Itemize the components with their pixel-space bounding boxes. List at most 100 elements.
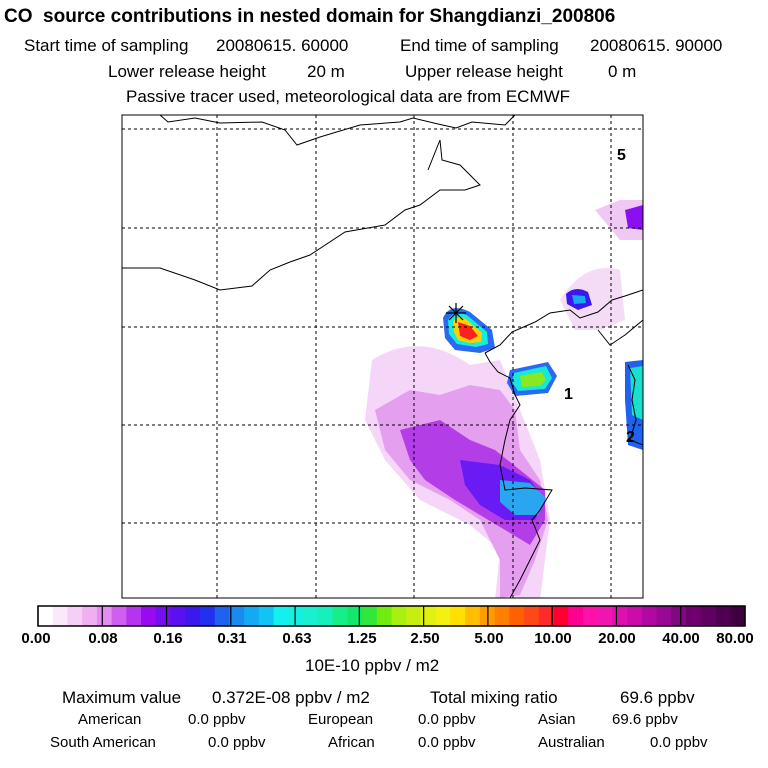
- colorbar-swatch: [96, 606, 113, 626]
- region-label-1: 1: [564, 386, 573, 403]
- upper-release-value: 0 m: [608, 62, 637, 81]
- colorbar-swatch: [317, 606, 334, 626]
- region-label-2: 2: [626, 429, 635, 446]
- lower-release-label: Lower release height: [108, 62, 266, 81]
- region-label-5: 5: [617, 147, 626, 164]
- start-time-value: 20080615. 60000: [216, 36, 349, 55]
- colorbar-swatch: [494, 606, 510, 626]
- coastline-bohai: [484, 289, 643, 354]
- border-line: [122, 139, 481, 291]
- colorbar-swatch: [200, 606, 216, 626]
- lat-lon-grid: [122, 115, 643, 598]
- end-time-label: End time of sampling: [400, 36, 559, 55]
- region-name-australian: Australian: [538, 734, 605, 751]
- colorbar-swatch: [303, 606, 319, 626]
- colorbar-swatch: [582, 606, 599, 626]
- source-5-edge: [625, 205, 643, 230]
- region-name-african: African: [328, 734, 375, 751]
- colorbar-swatch: [155, 606, 172, 626]
- colorbar-swatch: [730, 606, 746, 626]
- colorbar-swatch: [82, 606, 98, 626]
- colorbar-tick: 2.50: [410, 630, 440, 647]
- tracer-note: Passive tracer used, meteorological data…: [126, 87, 571, 106]
- colorbar-tick: 80.00: [716, 630, 754, 647]
- colorbar-swatch: [524, 606, 540, 626]
- colorbar-swatch: [686, 606, 702, 626]
- end-time-value: 20080615. 90000: [590, 36, 723, 55]
- colorbar-swatch: [553, 606, 569, 626]
- colorbar-swatch: [420, 606, 437, 626]
- colorbar-swatch: [229, 606, 245, 626]
- colorbar-swatch: [450, 606, 466, 626]
- receptor-star-icon: [446, 303, 466, 323]
- colorbar-swatch: [258, 606, 275, 626]
- map-frame: [121, 114, 644, 599]
- colorbar-swatch: [141, 606, 157, 626]
- colorbar-tick: 1.25: [347, 630, 377, 647]
- colorbar-swatch: [641, 606, 658, 626]
- colorbar-swatch: [509, 606, 525, 626]
- colorbar-swatch: [170, 606, 186, 626]
- colorbar-swatch: [38, 606, 54, 626]
- colorbar-swatch: [406, 606, 422, 626]
- region-name-asian: Asian: [538, 711, 576, 728]
- colorbar-swatch: [52, 606, 68, 626]
- colorbar-swatch: [391, 606, 407, 626]
- region-name-american: American: [78, 711, 142, 728]
- region-value-asian: 69.6 ppbv: [612, 711, 678, 728]
- max-value: 0.372E-08 ppbv / m2: [212, 688, 370, 707]
- region-name-south-american: South American: [50, 734, 156, 751]
- colorbar-swatch: [273, 606, 289, 626]
- coastline-korea: [627, 364, 643, 446]
- colorbar-swatch: [538, 606, 555, 626]
- colorbar-tick: 5.00: [474, 630, 504, 647]
- region-value-european: 0.0 ppbv: [418, 711, 476, 728]
- colorbar-swatch: [656, 606, 672, 626]
- colorbar-swatch: [612, 606, 628, 626]
- colorbar-frame: [37, 605, 746, 627]
- colorbar-swatch: [185, 606, 201, 626]
- region-value-african: 0.0 ppbv: [418, 734, 476, 751]
- colorbar-swatch: [288, 606, 304, 626]
- colorbar-swatch: [332, 606, 348, 626]
- colorbar-tick: 20.00: [598, 630, 636, 647]
- colorbar-swatch: [715, 606, 731, 626]
- source-northwest-peak: [458, 322, 478, 340]
- total-mixing-label: Total mixing ratio: [430, 688, 558, 707]
- colorbar-tick: 0.00: [21, 630, 51, 647]
- region-name-european: European: [308, 711, 374, 728]
- region-value-american: 0.0 ppbv: [188, 711, 246, 728]
- colorbar-tick: 40.00: [662, 630, 700, 647]
- colorbar-swatch: [111, 606, 127, 626]
- page-title: CO source contributions in nested domain…: [4, 6, 616, 27]
- colorbar-swatch: [597, 606, 613, 626]
- colorbar-swatch: [347, 606, 363, 626]
- colorbar-tick: 0.63: [282, 630, 312, 647]
- upper-release-label: Upper release height: [405, 62, 563, 81]
- colorbar-tick: 0.16: [153, 630, 183, 647]
- colorbar-swatch: [465, 606, 481, 626]
- max-value-label: Maximum value: [62, 688, 182, 707]
- colorbar-swatch: [671, 606, 687, 626]
- lower-release-value: 20 m: [307, 62, 345, 81]
- colorbar-swatch: [568, 606, 584, 626]
- colorbar-swatch: [214, 606, 230, 626]
- source-north-inner: [572, 295, 586, 304]
- total-mixing-value: 69.6 ppbv: [620, 688, 695, 707]
- colorbar-swatch: [244, 606, 260, 626]
- source-1-hot: [520, 372, 546, 387]
- colorbar-swatch: [627, 606, 643, 626]
- region-value-australian: 0.0 ppbv: [650, 734, 708, 751]
- colorbar-tick: 0.08: [88, 630, 118, 647]
- colorbar-swatch: [376, 606, 392, 626]
- colorbar-tick: 0.31: [217, 630, 247, 647]
- colorbar-unit: 10E-10 ppbv / m2: [305, 656, 440, 675]
- region-value-south-american: 0.0 ppbv: [208, 734, 266, 751]
- colorbar-tick: 10.00: [534, 630, 572, 647]
- coastline-shandong: [484, 352, 553, 598]
- colorbar-swatch: [126, 606, 142, 626]
- colorbar-swatch: [435, 606, 451, 626]
- colorbar: [37, 605, 746, 627]
- coastline-north: [159, 115, 516, 146]
